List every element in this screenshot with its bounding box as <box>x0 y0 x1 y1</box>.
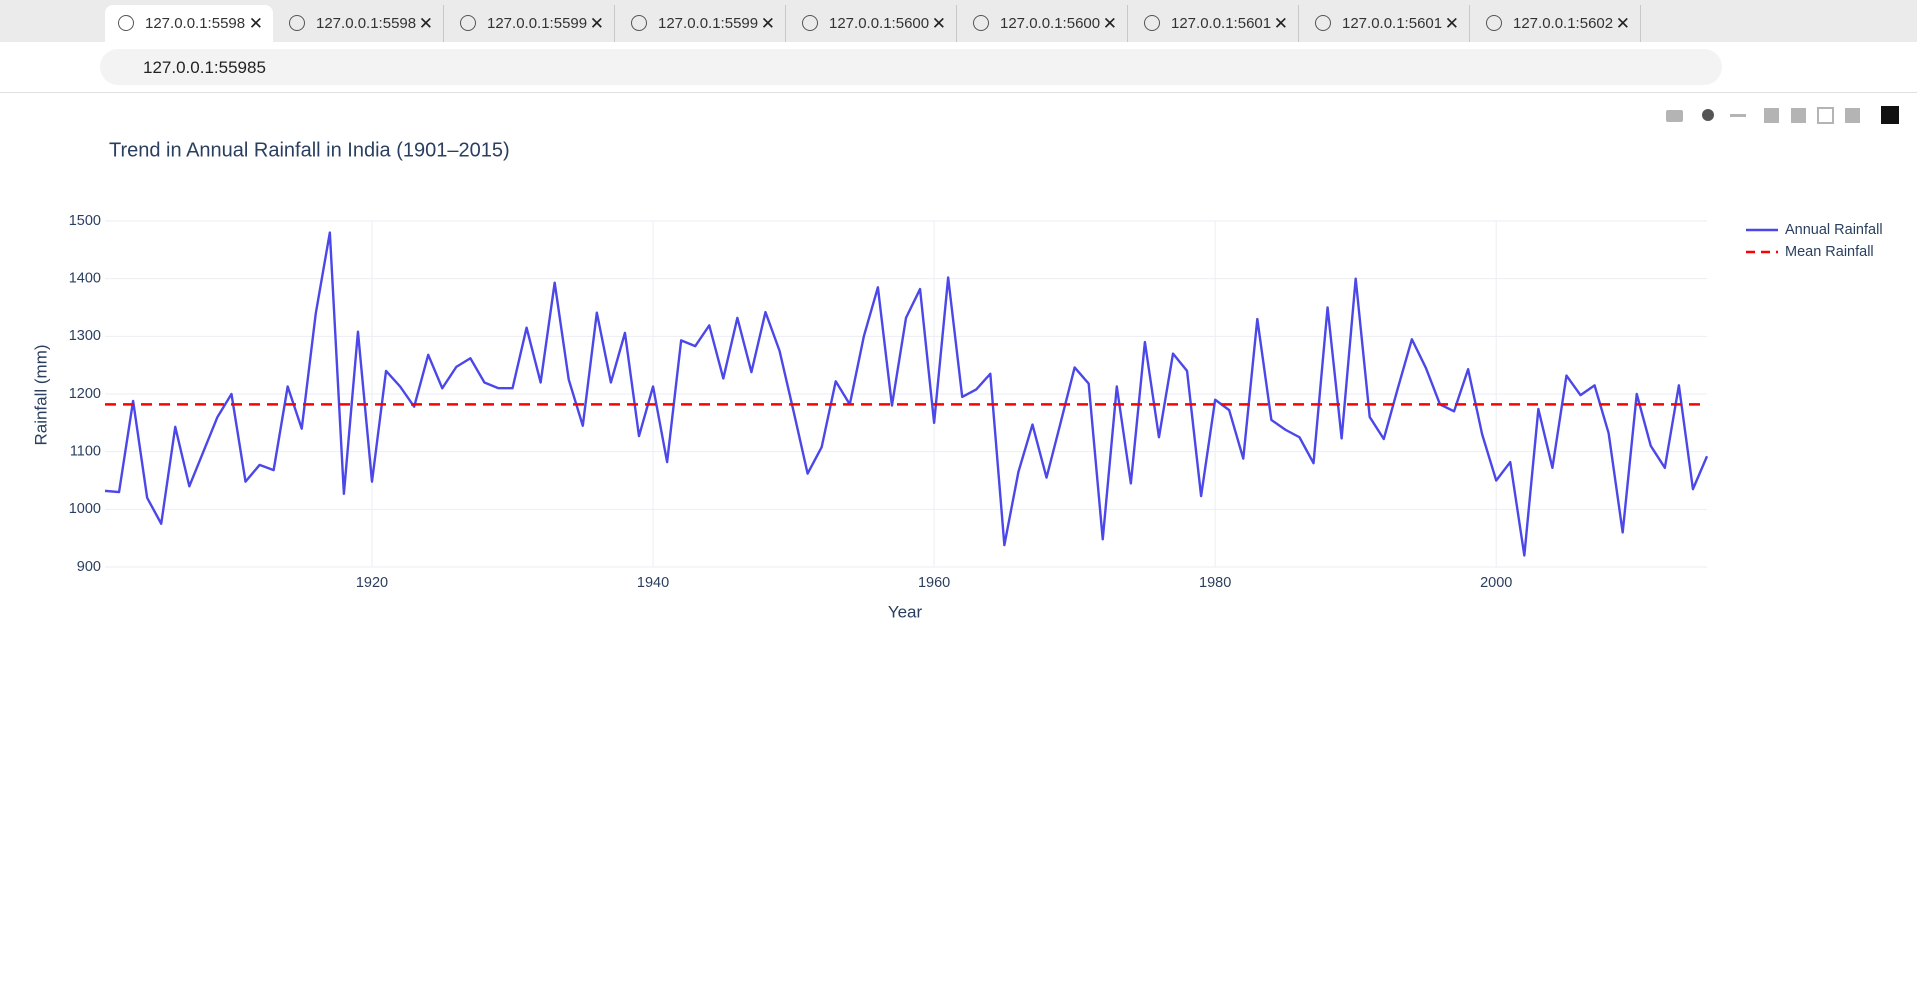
tab-icon <box>289 15 305 31</box>
zoom-in-icon[interactable] <box>1764 108 1779 123</box>
zoom-icon[interactable] <box>1702 109 1714 121</box>
tab-icon <box>973 15 989 31</box>
x-tick-label: 1980 <box>1199 575 1231 591</box>
tab-close[interactable]: ✕ <box>1615 14 1630 33</box>
y-tick-label: 1200 <box>69 386 101 402</box>
tab-icon <box>631 15 647 31</box>
address-bar: 127.0.0.1:55985 <box>0 42 1917 93</box>
tab-icon <box>1315 15 1331 31</box>
modebar <box>1666 106 1899 124</box>
x-tick-label: 1940 <box>637 575 669 591</box>
tab-icon <box>1486 15 1502 31</box>
x-axis-label: Year <box>888 602 923 621</box>
tab-title: 127.0.0.1:5598 <box>316 15 417 32</box>
plotly-logo[interactable] <box>1881 106 1899 124</box>
tab-close[interactable]: ✕ <box>1102 14 1117 33</box>
tab-close[interactable]: ✕ <box>589 14 604 33</box>
y-tick-label: 1000 <box>69 501 101 517</box>
tab-icon <box>1144 15 1160 31</box>
tab-icon <box>460 15 476 31</box>
legend-label: Mean Rainfall <box>1785 244 1874 260</box>
autoscale-icon[interactable] <box>1817 107 1834 124</box>
tab-close[interactable]: ✕ <box>1273 14 1288 33</box>
tab[interactable]: 127.0.0.1:5602 ✕ <box>1473 5 1641 42</box>
zoom-out-icon[interactable] <box>1791 108 1806 123</box>
tab-close[interactable]: ✕ <box>760 14 775 33</box>
tab-close[interactable]: ✕ <box>418 14 433 33</box>
tab[interactable]: 127.0.0.1:5601 ✕ <box>1131 5 1299 42</box>
tab[interactable]: 127.0.0.1:5599 ✕ <box>447 5 615 42</box>
x-tick-label: 1960 <box>918 575 950 591</box>
tab-icon <box>802 15 818 31</box>
tab[interactable]: 127.0.0.1:5598 ✕ <box>276 5 444 42</box>
reset-icon[interactable] <box>1845 108 1860 123</box>
y-tick-label: 1400 <box>69 270 101 286</box>
chart-title: Trend in Annual Rainfall in India (1901–… <box>109 139 510 161</box>
y-tick-label: 1500 <box>69 213 101 229</box>
camera-icon[interactable] <box>1666 110 1683 122</box>
tab-title: 127.0.0.1:5599 <box>658 15 759 32</box>
legend-label: Annual Rainfall <box>1785 222 1883 238</box>
tab[interactable]: 127.0.0.1:5598 ✕ <box>105 5 273 42</box>
y-axis-label: Rainfall (mm) <box>31 344 50 445</box>
tab-title: 127.0.0.1:5600 <box>829 15 930 32</box>
tab-title: 127.0.0.1:5598 <box>145 15 246 32</box>
url-box[interactable] <box>100 49 1722 85</box>
y-tick-label: 1100 <box>70 443 101 459</box>
y-tick-label: 1300 <box>69 328 101 344</box>
url[interactable]: 127.0.0.1:55985 <box>143 58 266 77</box>
tab-title: 127.0.0.1:5602 <box>1513 15 1614 32</box>
tab-title: 127.0.0.1:5599 <box>487 15 588 32</box>
tab-title: 127.0.0.1:5601 <box>1342 15 1443 32</box>
tab[interactable]: 127.0.0.1:5601 ✕ <box>1302 5 1470 42</box>
tab-title: 127.0.0.1:5600 <box>1000 15 1101 32</box>
tab-icon <box>118 15 134 31</box>
tab[interactable]: 127.0.0.1:5600 ✕ <box>960 5 1128 42</box>
x-tick-label: 2000 <box>1480 575 1512 591</box>
tab[interactable]: 127.0.0.1:5600 ✕ <box>789 5 957 42</box>
tab[interactable]: 127.0.0.1:5599 ✕ <box>618 5 786 42</box>
x-tick-label: 1920 <box>356 575 388 591</box>
tab-bar: 127.0.0.1:5598 ✕ 127.0.0.1:5598 ✕ 127.0.0.1:… <box>0 0 1917 42</box>
y-tick-label: 900 <box>77 559 101 575</box>
tab-close[interactable]: ✕ <box>931 14 946 33</box>
tab-title: 127.0.0.1:5601 <box>1171 15 1272 32</box>
tab-close[interactable]: ✕ <box>248 14 263 33</box>
tab-close[interactable]: ✕ <box>1444 14 1459 33</box>
pan-icon[interactable] <box>1730 114 1746 117</box>
